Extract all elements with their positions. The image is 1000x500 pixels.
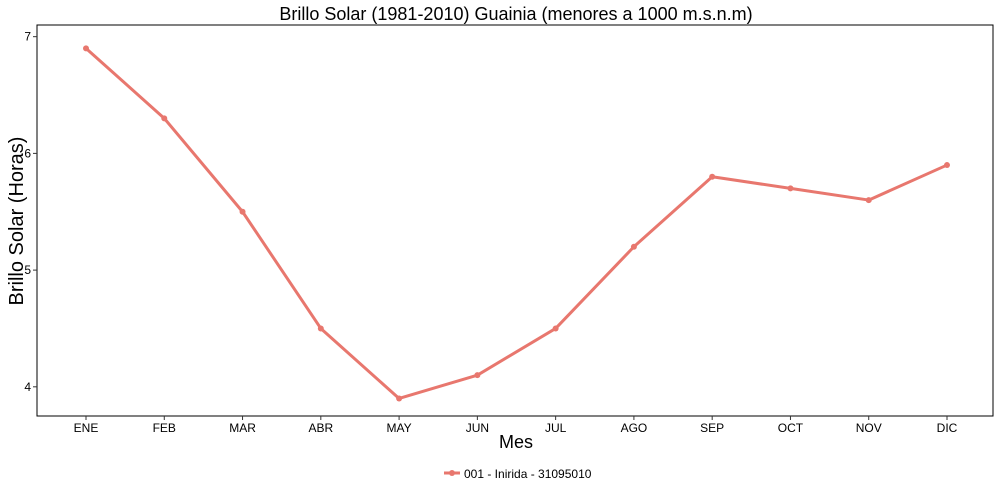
data-point <box>787 185 794 192</box>
plot-panel <box>36 24 994 417</box>
x-tick-label: DIC <box>937 421 958 435</box>
y-tick-label: 7 <box>24 30 31 44</box>
x-axis: ENE FEB MAR ABR MAY JUN JUL AGO SEP OCT NOV DIC <box>74 416 958 435</box>
y-tick-label: 5 <box>24 263 31 277</box>
x-tick-label: AGO <box>621 421 648 435</box>
data-point <box>630 243 637 250</box>
data-point <box>709 173 716 180</box>
x-axis-title: Mes <box>499 432 533 452</box>
x-tick-label: SEP <box>700 421 724 435</box>
x-tick-label: FEB <box>153 421 176 435</box>
x-tick-label: MAY <box>387 421 412 435</box>
data-point <box>552 325 559 332</box>
data-point <box>239 208 246 215</box>
legend: 001 - Inirida - 31095010 <box>444 467 592 481</box>
data-point <box>396 395 403 402</box>
chart-title: Brillo Solar (1981-2010) Guainia (menore… <box>279 4 752 24</box>
data-point <box>83 45 89 52</box>
data-point <box>161 115 168 122</box>
legend-label: 001 - Inirida - 31095010 <box>464 467 592 481</box>
x-tick-label: ABR <box>308 421 333 435</box>
x-tick-label: MAR <box>229 421 256 435</box>
data-point <box>865 197 872 204</box>
data-point <box>317 325 324 332</box>
data-point <box>474 372 481 379</box>
y-axis-title: Brillo Solar (Horas) <box>6 137 28 306</box>
x-tick-label: OCT <box>778 421 804 435</box>
legend-point-swatch <box>449 470 455 476</box>
y-tick-label: 6 <box>24 146 31 160</box>
x-tick-label: NOV <box>856 421 882 435</box>
y-axis: 4 5 6 7 <box>24 30 37 394</box>
series-layer <box>83 45 950 402</box>
data-point <box>944 162 950 169</box>
y-tick-label: 4 <box>24 380 31 394</box>
x-tick-label: JUL <box>545 421 567 435</box>
series-line <box>84 46 949 400</box>
x-tick-label: JUN <box>466 421 489 435</box>
x-tick-label: ENE <box>74 421 99 435</box>
